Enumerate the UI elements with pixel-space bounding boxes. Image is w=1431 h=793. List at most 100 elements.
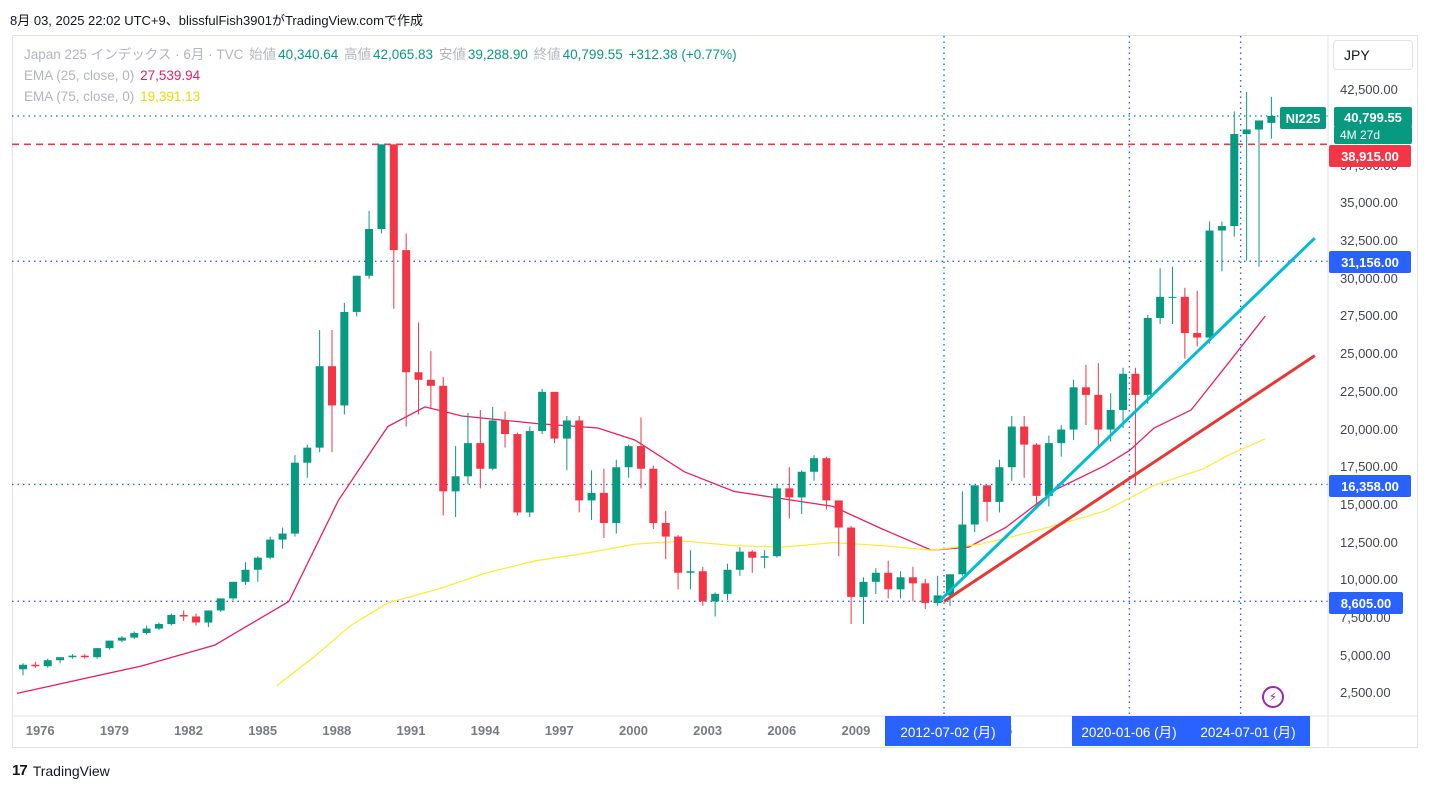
candle-body [1217,226,1226,231]
price-axis-label: 27,500.00 [1340,308,1398,324]
candle [117,636,126,643]
candle [810,455,819,481]
candle [871,568,880,594]
candle-body [426,379,435,386]
time-tag-2020: 2020-01-06 (月) [1072,716,1186,746]
candle-body [674,536,683,573]
symbol-tag: NI225 [1280,107,1326,129]
candle [31,661,40,668]
last-price-tag: 40,799.55 [1334,107,1412,127]
candle [785,467,794,519]
candle-body [612,467,621,524]
candle-body [772,488,781,557]
candle-body [1106,409,1115,430]
candle [426,351,435,409]
candle [1156,268,1165,324]
candle [1020,415,1029,478]
legend-ema75-row[interactable]: EMA (75, close, 0) 19,391.13 [24,86,739,107]
legend-close-value: 40,799.55 [562,47,623,62]
candle [1057,425,1066,457]
price-axis-label: 12,500.00 [1340,534,1398,550]
candle-body [192,616,201,623]
candle [278,527,287,549]
price-axis-label: 42,500.00 [1340,82,1398,98]
candle-body [698,571,707,602]
candle-body [513,434,522,513]
candle [1032,443,1041,507]
candle-body [1094,394,1103,430]
candle [686,550,695,590]
candle-body [328,366,336,406]
candle-body [1267,115,1276,123]
candle-body [31,664,40,667]
candle-body [760,556,769,558]
candle [834,500,843,557]
candle [439,376,448,516]
legend-low-value: 39,288.90 [467,47,528,62]
candle [995,459,1004,513]
candle [1143,314,1152,404]
candle-body [117,637,126,641]
candle-body [735,551,744,570]
candle [896,571,905,599]
candle [352,275,361,317]
candle-body [550,391,559,439]
candle-body [1205,230,1214,338]
time-axis-label: 2006 [767,723,797,738]
legend-change: +312.38 (+0.77%) [628,47,737,62]
candle [649,465,658,530]
candle-body [1143,317,1152,395]
candle-body [352,275,361,312]
time-axis-label: 1985 [248,723,278,738]
candle-body [1057,429,1066,444]
level-16358-tag: 16,358.00 [1329,475,1411,497]
legend-ema25-row[interactable]: EMA (25, close, 0) 27,539.94 [24,65,739,86]
candle-body [204,610,213,623]
candle [266,536,275,560]
tradingview-logo-icon[interactable]: 17 [12,762,28,779]
candle-body [723,569,732,594]
candle-body [908,577,917,584]
candle-body [1007,426,1016,468]
legend-symbol[interactable]: Japan 225 インデックス · 6月 · TVC [24,47,244,62]
cyan-trendline [938,236,1316,603]
candle [908,566,917,602]
candle [587,470,596,520]
candle-body [1180,296,1189,334]
time-axis-label: 1982 [174,723,203,738]
footer-brand[interactable]: TradingView [32,762,110,779]
candle-body [859,581,868,597]
candle [192,613,201,626]
candle [933,575,942,606]
candle [80,654,89,659]
currency-button[interactable]: JPY [1333,40,1413,70]
price-axis-label: 2,500.00 [1340,685,1391,701]
level-8605-tag: 8,605.00 [1329,592,1403,614]
candle [328,330,336,453]
candle-body [241,569,250,582]
candle-body [1193,333,1202,338]
candle-body [785,488,794,498]
candle-body [884,572,893,590]
candle [1193,290,1202,347]
candle-body [1020,426,1029,445]
legend-ema75-value: 19,391.13 [140,89,201,104]
candle [463,412,472,484]
candle [19,663,27,676]
lightning-icon[interactable]: ⚡ [1262,686,1284,708]
candle-body [748,551,757,558]
candle [1267,96,1276,139]
candle-body [661,523,670,537]
legend-open-label: 始値 [249,47,277,62]
candle-body [154,624,163,629]
candle [1180,287,1189,359]
chart-caption: 8月 03, 2025 22:02 UTC+9、blissfulFish3901… [10,13,423,28]
candle-body [105,640,114,649]
legend-low-label: 安値 [438,47,466,62]
candle-body [142,628,151,634]
price-axis-label: 25,000.00 [1340,346,1398,362]
candle-body [525,431,534,513]
candle-body [847,527,856,597]
candle-body [389,144,398,251]
